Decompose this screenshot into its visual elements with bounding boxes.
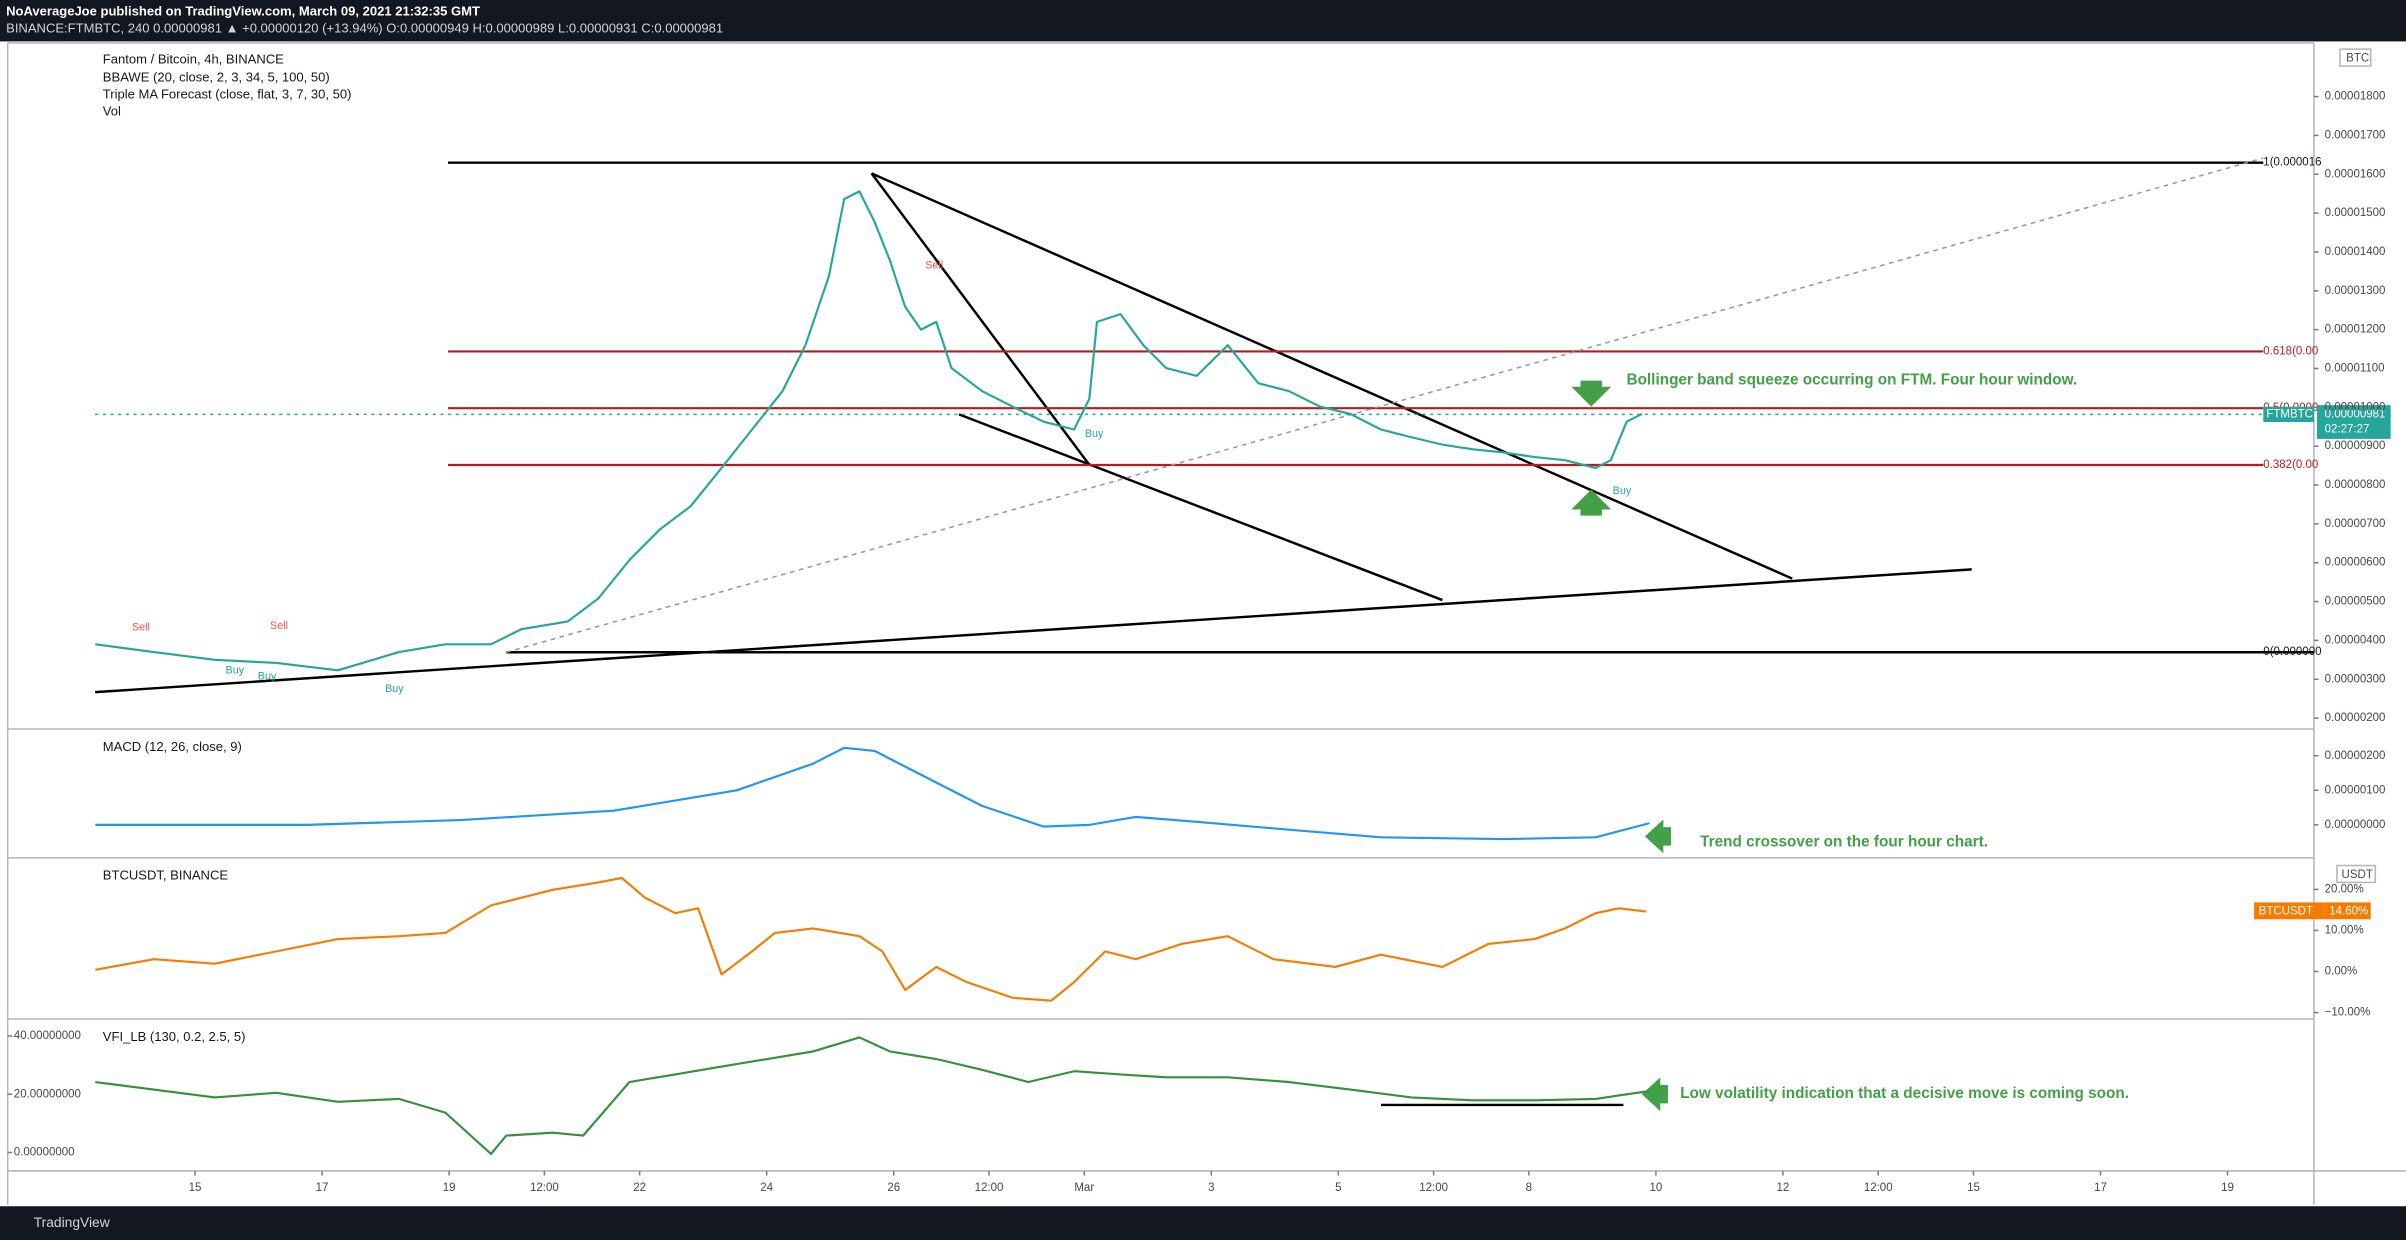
buy-label: Buy <box>1085 428 1104 440</box>
series-line <box>95 190 1643 672</box>
x-tick-label: 22 <box>633 1182 646 1194</box>
x-tick-label: 12:00 <box>975 1182 1004 1194</box>
x-tick-label: 12 <box>1777 1182 1790 1194</box>
price-tag-text: 0.00000981 <box>2325 408 2386 420</box>
y-tick-label: 0.00000900 <box>2325 440 2386 452</box>
btc-value-text: 14.60% <box>2329 906 2368 918</box>
indicator-legend: BBAWE (20, close, 2, 3, 34, 5, 100, 50) <box>103 70 330 85</box>
x-tick-label: 3 <box>1208 1182 1214 1194</box>
indicator-legend: Triple MA Forecast (close, flat, 3, 7, 3… <box>103 87 352 102</box>
pane-title: Fantom / Bitcoin, 4h, BINANCE <box>103 51 284 66</box>
x-tick-label: 8 <box>1526 1182 1532 1194</box>
y-tick-label: 0.00001000 <box>2325 401 2386 413</box>
y-tick-label: 0.00000000 <box>14 1147 75 1159</box>
y-tick-label: 0.00001400 <box>2325 246 2386 258</box>
buy-label: Buy <box>1613 485 1632 497</box>
btc-symbol-tag <box>2254 902 2325 920</box>
fib-label: 0.382(0.00 <box>2263 459 2318 471</box>
x-tick-label: 12:00 <box>1864 1182 1893 1194</box>
pane-title: MACD (12, 26, close, 9) <box>103 739 242 754</box>
btc-symbol-text: BTCUSDT <box>2259 906 2313 918</box>
sell-label: Sell <box>132 622 150 634</box>
drawings <box>95 161 2314 1107</box>
header-line: NoAverageJoe published on TradingView.co… <box>6 4 480 19</box>
header-line: BINANCE:FTMBTC, 240 0.00000981 ▲ +0.0000… <box>6 21 723 36</box>
currency-badge[interactable] <box>2336 864 2377 884</box>
symbol-tag <box>2263 406 2314 423</box>
x-tick-label: 24 <box>760 1182 773 1194</box>
y-tick-label: 0.00000000 <box>2325 819 2386 831</box>
y-tick-label: 20.00% <box>2325 883 2364 895</box>
y-tick-label: 0.00001700 <box>2325 129 2386 141</box>
symbol-tag-text: FTMBTC <box>2266 408 2313 420</box>
y-tick-label: 0.00000400 <box>2325 634 2386 646</box>
indicator-legend: Vol <box>103 103 121 118</box>
x-tick-label: 19 <box>2221 1182 2234 1194</box>
y-tick-label: 0.00001300 <box>2325 285 2386 297</box>
y-tick-label: 0.00000500 <box>2325 596 2386 608</box>
x-tick-label: 12:00 <box>1419 1182 1448 1194</box>
x-tick-label: Mar <box>1074 1182 1094 1194</box>
arrows <box>1571 380 1672 1112</box>
y-tick-label: 0.00000800 <box>2325 479 2386 491</box>
series-line <box>95 746 1650 841</box>
sell-label: Sell <box>925 259 943 271</box>
y-tick-label: 0.00000200 <box>2325 750 2386 762</box>
currency-text[interactable]: USDT <box>2342 869 2373 881</box>
x-tick-label: 26 <box>887 1182 900 1194</box>
annotation: Trend crossover on the four hour chart. <box>1700 834 1988 851</box>
y-tick-label: 0.00001600 <box>2325 168 2386 180</box>
x-tick-label: 15 <box>1967 1182 1980 1194</box>
y-tick-label: 0.00000300 <box>2325 673 2386 685</box>
pane-title: VFI_LB (130, 0.2, 2.5, 5) <box>103 1029 246 1044</box>
fib-label: 0(0.000000 <box>2263 646 2321 658</box>
y-tick-label: 0.00001800 <box>2325 91 2386 103</box>
price-tag <box>2317 405 2391 439</box>
y-tick-label: 0.00% <box>2325 966 2358 978</box>
series-line <box>95 1036 1650 1156</box>
currency-badge[interactable] <box>2339 48 2372 67</box>
header-bar <box>0 0 2406 42</box>
y-tick-label: 10.00% <box>2325 924 2364 936</box>
y-tick-label: 0.00001100 <box>2325 363 2385 375</box>
buy-label: Buy <box>226 664 245 676</box>
countdown-text: 02:27:27 <box>2325 424 2370 436</box>
fib-lines <box>448 350 2264 467</box>
currency-text[interactable]: BTC <box>2346 52 2369 64</box>
buy-label: Buy <box>385 683 404 695</box>
footer-brand: TradingView <box>34 1214 110 1230</box>
x-tick-label: 10 <box>1650 1182 1663 1194</box>
series-line <box>95 876 1647 1002</box>
buy-label: Buy <box>258 671 277 683</box>
x-tick-label: 5 <box>1335 1182 1341 1194</box>
footer-bar <box>0 1206 2406 1240</box>
sell-label: Sell <box>270 620 288 632</box>
y-tick-label: 20.00000000 <box>14 1088 81 1100</box>
btc-value-tag <box>2324 902 2371 920</box>
fib-trend <box>506 157 2264 653</box>
annotation: Low volatility indication that a decisiv… <box>1680 1085 2129 1102</box>
y-tick-label: 0.00000700 <box>2325 518 2386 530</box>
y-tick-label: −10.00% <box>2325 1007 2371 1019</box>
x-tick-label: 19 <box>443 1182 456 1194</box>
fib-label: 0.618(0.00 <box>2263 345 2318 357</box>
pane-borders <box>6 42 2406 1205</box>
annotation: Bollinger band squeeze occurring on FTM.… <box>1627 372 2078 389</box>
x-tick-label: 12:00 <box>530 1182 559 1194</box>
y-tick-label: 0.00000100 <box>2325 784 2386 796</box>
x-tick-label: 17 <box>316 1182 329 1194</box>
y-tick-label: 0.00001500 <box>2325 207 2386 219</box>
y-tick-label: 40.00000000 <box>14 1030 81 1042</box>
x-tick-label: 15 <box>189 1182 202 1194</box>
y-tick-label: 0.00000600 <box>2325 557 2386 569</box>
y-tick-label: 0.00001200 <box>2325 324 2386 336</box>
pane-title: BTCUSDT, BINANCE <box>103 868 229 883</box>
x-tick-label: 17 <box>2094 1182 2107 1194</box>
y-tick-label: 0.00000200 <box>2325 712 2386 724</box>
fib-label: 1(0.000016 <box>2263 157 2321 169</box>
